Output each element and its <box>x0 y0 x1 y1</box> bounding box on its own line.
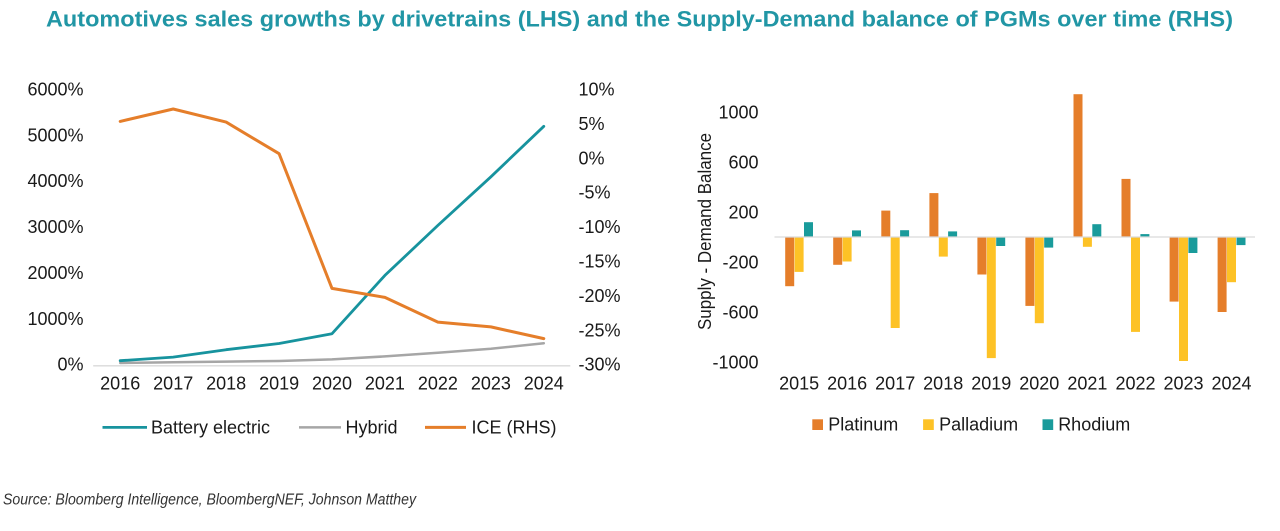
svg-text:6000%: 6000% <box>27 80 83 100</box>
svg-text:1000: 1000 <box>718 102 758 122</box>
svg-text:Hybrid: Hybrid <box>346 417 398 437</box>
svg-text:Automotives sales growths by d: Automotives sales growths by drivetrains… <box>46 7 1233 32</box>
svg-text:Supply - Demand Balance: Supply - Demand Balance <box>695 133 715 330</box>
svg-text:2016: 2016 <box>100 374 140 394</box>
svg-text:2020: 2020 <box>1019 374 1059 394</box>
svg-text:2017: 2017 <box>875 374 915 394</box>
svg-text:Palladium: Palladium <box>939 414 1018 434</box>
svg-text:-600: -600 <box>722 302 758 322</box>
svg-text:5000%: 5000% <box>27 125 83 145</box>
svg-text:2023: 2023 <box>1163 374 1203 394</box>
svg-text:1000%: 1000% <box>27 309 83 329</box>
svg-text:200: 200 <box>728 202 758 222</box>
svg-text:Source: Bloomberg Intelligence: Source: Bloomberg Intelligence, Bloomber… <box>3 491 417 508</box>
svg-text:-200: -200 <box>722 252 758 272</box>
svg-text:2024: 2024 <box>524 374 564 394</box>
svg-text:10%: 10% <box>579 80 615 100</box>
svg-text:2019: 2019 <box>259 374 299 394</box>
svg-text:2000%: 2000% <box>27 263 83 283</box>
svg-text:-30%: -30% <box>579 355 621 375</box>
svg-text:-1000: -1000 <box>712 352 758 372</box>
svg-text:-5%: -5% <box>579 183 611 203</box>
svg-text:2020: 2020 <box>312 374 352 394</box>
svg-text:2022: 2022 <box>1115 374 1155 394</box>
svg-text:2024: 2024 <box>1211 374 1251 394</box>
svg-text:-10%: -10% <box>579 217 621 237</box>
svg-text:Battery electric: Battery electric <box>151 417 270 437</box>
svg-text:-25%: -25% <box>579 320 621 340</box>
svg-text:ICE (RHS): ICE (RHS) <box>472 417 557 437</box>
svg-text:2019: 2019 <box>971 374 1011 394</box>
svg-text:2016: 2016 <box>827 374 867 394</box>
svg-text:2017: 2017 <box>153 374 193 394</box>
svg-text:-15%: -15% <box>579 252 621 272</box>
svg-text:2021: 2021 <box>1067 374 1107 394</box>
svg-text:4000%: 4000% <box>27 171 83 191</box>
svg-text:2018: 2018 <box>206 374 246 394</box>
svg-text:2018: 2018 <box>923 374 963 394</box>
svg-text:-20%: -20% <box>579 286 621 306</box>
svg-text:Platinum: Platinum <box>828 414 898 434</box>
svg-text:Rhodium: Rhodium <box>1058 414 1130 434</box>
svg-text:2015: 2015 <box>779 374 819 394</box>
svg-text:0%: 0% <box>57 355 83 375</box>
svg-text:3000%: 3000% <box>27 217 83 237</box>
svg-text:2023: 2023 <box>471 374 511 394</box>
svg-text:2022: 2022 <box>418 374 458 394</box>
svg-text:0%: 0% <box>579 148 605 168</box>
svg-text:2021: 2021 <box>365 374 405 394</box>
svg-text:5%: 5% <box>579 114 605 134</box>
svg-text:600: 600 <box>728 152 758 172</box>
